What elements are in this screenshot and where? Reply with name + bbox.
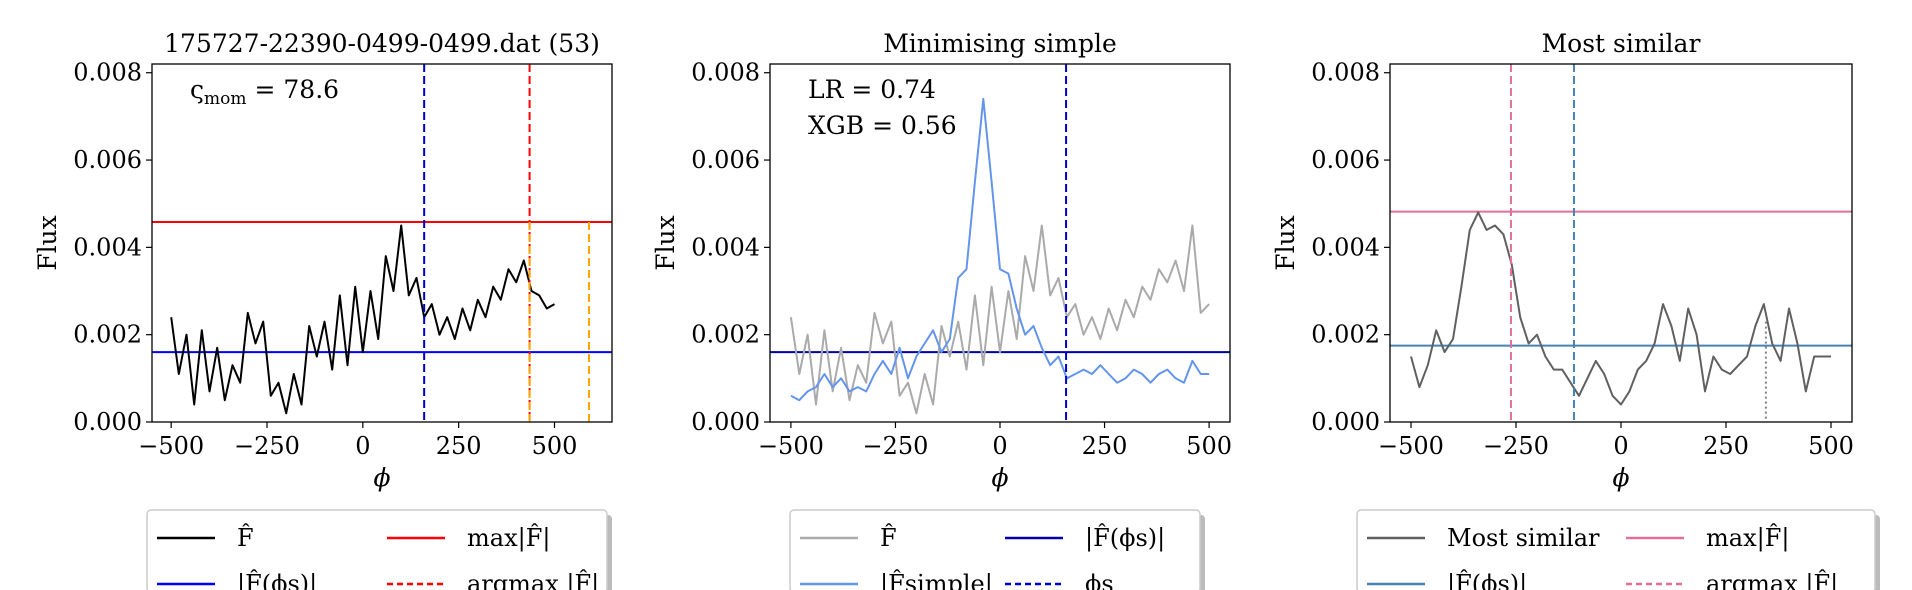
y-tick-label: 0.002: [691, 321, 760, 349]
x-tick-label: −500: [138, 432, 204, 460]
x-tick-label: 0: [1613, 432, 1628, 460]
y-axis-label: Flux: [1271, 215, 1300, 271]
x-axis-label: ϕ: [1612, 463, 1629, 492]
x-tick-label: −500: [758, 432, 824, 460]
x-tick-label: −250: [862, 432, 928, 460]
x-tick-label: 500: [1186, 432, 1232, 460]
chart-title: Minimising simple: [883, 29, 1117, 58]
legend-label-4: ϕs: [1085, 570, 1114, 590]
y-axis-label: Flux: [651, 215, 680, 271]
series-line-1: [789, 224, 1210, 415]
y-tick-label: 0.004: [691, 233, 760, 261]
y-tick-label: 0.000: [73, 408, 142, 436]
x-tick-label: −250: [234, 432, 300, 460]
y-tick-label: 0.006: [73, 146, 142, 174]
y-tick-label: 0.006: [691, 146, 760, 174]
legend-label-4: argmax |F̂|: [1706, 570, 1838, 590]
plot-area: [770, 64, 1230, 422]
legend-box: [789, 509, 1201, 590]
y-tick-label: 0.004: [1311, 233, 1380, 261]
y-tick-label: 0.008: [1311, 59, 1380, 87]
legend-box: [146, 509, 608, 590]
x-tick-label: 0: [355, 432, 370, 460]
sigma-annotation: ςmom = 78.6: [190, 75, 339, 109]
y-tick-label: 0.004: [73, 233, 142, 261]
y-axis-label: Flux: [33, 215, 62, 271]
y-tick-label: 0.006: [1311, 146, 1380, 174]
y-tick-label: 0.002: [1311, 321, 1380, 349]
y-tick-label: 0.008: [73, 59, 142, 87]
x-tick-label: −250: [1483, 432, 1549, 460]
chart-title: Most similar: [1542, 29, 1701, 58]
legend-label-2: max|F̂|: [1706, 524, 1789, 553]
series-line-1: [1410, 211, 1831, 406]
sigma-symbol: ς: [190, 75, 204, 104]
series-line-2: [790, 97, 1210, 402]
legend-label-3: |F̂(ϕs)|: [237, 570, 317, 590]
x-tick-label: 250: [436, 432, 482, 460]
chart-panel-1: −500 −250 0 250 500 0.000 0.002 0.004 0.006 0.008…: [33, 29, 613, 590]
x-tick-label: 0: [992, 432, 1007, 460]
chart-panel-2: −500 −250 0 250 500 0.000 0.002 0.004 0.006 0.008…: [651, 29, 1232, 590]
y-tick-label: 0.008: [691, 59, 760, 87]
legend-label-4: argmax |F̂|: [467, 570, 599, 590]
y-tick-label: 0.000: [1311, 408, 1380, 436]
sigma-subscript: mom: [204, 89, 246, 109]
x-tick-label: 500: [532, 432, 578, 460]
legend-label-3: |F̂(ϕs)|: [1447, 570, 1527, 590]
score-annotation-2: XGB = 0.56: [808, 111, 957, 140]
chart-panel-3: −500 −250 0 250 500 0.000 0.002 0.004 0.006 0.008…: [1271, 29, 1880, 590]
legend-label-1: F̂: [880, 524, 897, 552]
legend-label-2: |F̂(ϕs)|: [1085, 524, 1165, 553]
legend-label-2: max|F̂|: [467, 524, 550, 553]
x-tick-label: 250: [1082, 432, 1128, 460]
plot-area: [152, 64, 612, 422]
x-axis-label: ϕ: [373, 463, 390, 492]
chart-title: 175727-22390-0499-0499.dat (53): [164, 29, 600, 58]
x-tick-label: −500: [1378, 432, 1444, 460]
y-tick-label: 0.002: [73, 321, 142, 349]
x-tick-label: 500: [1808, 432, 1854, 460]
y-tick-label: 0.000: [691, 408, 760, 436]
legend-box: [1356, 509, 1876, 590]
legend-label-3: |F̂simple|: [880, 570, 993, 590]
legend-label-1: F̂: [237, 524, 254, 552]
series-line-1: [170, 224, 555, 415]
plot-area: [1390, 64, 1852, 422]
legend-label-1: Most similar: [1447, 524, 1600, 552]
axes-frame: [1389, 63, 1853, 423]
axes-frame: [151, 63, 613, 423]
score-annotation-1: LR = 0.74: [808, 75, 936, 104]
x-axis-label: ϕ: [991, 463, 1008, 492]
x-tick-label: 250: [1703, 432, 1749, 460]
sigma-value: = 78.6: [255, 75, 340, 104]
